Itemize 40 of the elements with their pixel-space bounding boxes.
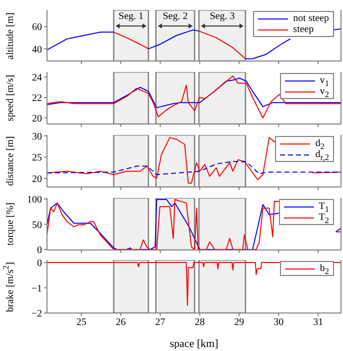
- y-tick-label: 40: [32, 44, 42, 56]
- y-tick-label: 30: [32, 131, 42, 142]
- y-tick-label: 25: [32, 152, 42, 164]
- legend-label: T$_{1}$: [318, 201, 329, 214]
- x-tick-label: 25: [76, 317, 86, 328]
- legend-label: not steep: [293, 13, 329, 24]
- y-tick-label: −2: [31, 308, 42, 320]
- legend-label: b$_{2}$: [320, 263, 329, 276]
- legend-label: d$_{2}$: [315, 138, 324, 151]
- band-label: Seg. 1: [118, 11, 144, 22]
- y-tick-label: 0: [37, 245, 42, 256]
- x-tick-label: 31: [313, 317, 324, 328]
- legend-label: v$_{2}$: [320, 86, 329, 99]
- y-tick-label: −1: [31, 283, 42, 294]
- y-tick-label: 20: [32, 113, 42, 124]
- y-tick-label: 20: [32, 174, 42, 186]
- x-tick-label: 28: [194, 317, 205, 328]
- y-tick-label: 60: [32, 22, 42, 34]
- y-axis-title: altitude [m]: [5, 12, 17, 59]
- line-series: [47, 76, 341, 118]
- x-tick-label: 27: [155, 317, 166, 328]
- y-tick-label: 50: [32, 220, 42, 231]
- y-tick-label: 100: [27, 194, 42, 206]
- legend-label: v$_{1}$: [320, 75, 329, 88]
- band-label: Seg. 2: [162, 11, 188, 22]
- y-tick-label: 0: [37, 258, 42, 270]
- line-series: [47, 78, 341, 108]
- y-tick-label: 22: [32, 93, 42, 104]
- y-axis-title: speed [m/s]: [5, 74, 17, 122]
- x-tick-label: 26: [116, 317, 126, 328]
- x-tick-label: 30: [274, 317, 284, 328]
- y-axis-title: distance [m]: [5, 136, 17, 186]
- y-axis-title: torque [%]: [5, 202, 17, 246]
- x-tick-label: 29: [234, 317, 244, 328]
- legend-label: T$_{2}$: [318, 212, 329, 225]
- x-axis-title: space [km]: [170, 338, 218, 350]
- y-tick-label: 24: [32, 72, 42, 84]
- legend-label: d$_{r,2}$: [315, 149, 329, 162]
- legend-label: steep: [293, 24, 314, 35]
- band-label: Seg. 3: [210, 11, 235, 22]
